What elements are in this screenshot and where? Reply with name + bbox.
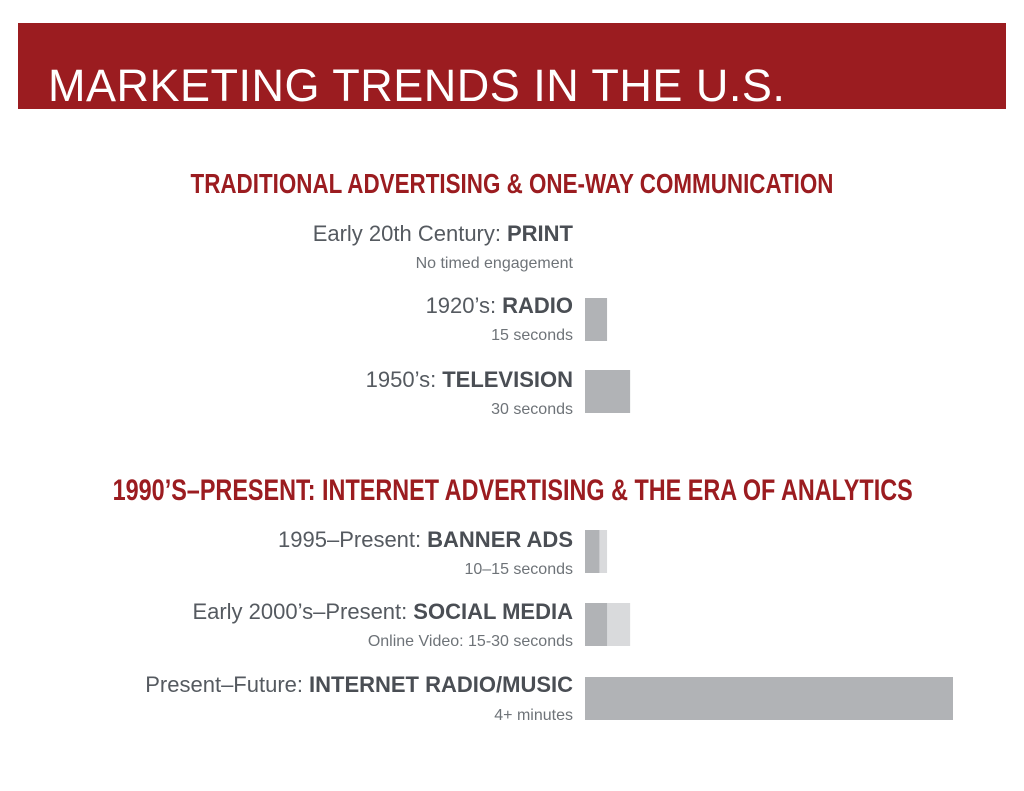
row-label-banner-ads: 1995–Present: BANNER ADS [278,527,573,552]
section-title-traditional: TRADITIONAL ADVERTISING & ONE-WAY COMMUN… [190,168,834,199]
row-label-internet-radio: Present–Future: INTERNET RADIO/MUSIC [145,672,573,697]
section-title-internet: 1990’S–PRESENT: INTERNET ADVERTISING & T… [112,474,913,507]
row-label-radio: 1920’s: RADIO [425,293,573,318]
row-label-television: 1950’s: TELEVISION [365,367,573,392]
row-label-social-media: Early 2000’s–Present: SOCIAL MEDIA [192,599,573,624]
bar-television [585,370,631,413]
row-detail-banner-ads: 10–15 seconds [464,561,573,578]
bar-social-media [585,603,608,646]
row-label-print: Early 20th Century: PRINT [312,221,573,246]
row-detail-internet-radio: 4+ minutes [494,707,573,724]
bar-banner-ads [585,530,600,573]
bar-radio [585,298,608,341]
page-title: MARKETING TRENDS IN THE U.S. [48,60,786,110]
row-detail-radio: 15 seconds [491,327,573,344]
row-detail-television: 30 seconds [491,401,573,418]
row-detail-print: No timed engagement [415,255,573,272]
title-banner: MARKETING TRENDS IN THE U.S. [18,23,1006,109]
row-detail-social-media: Online Video: 15-30 seconds [367,633,573,650]
bar-internet-radio [585,677,953,720]
